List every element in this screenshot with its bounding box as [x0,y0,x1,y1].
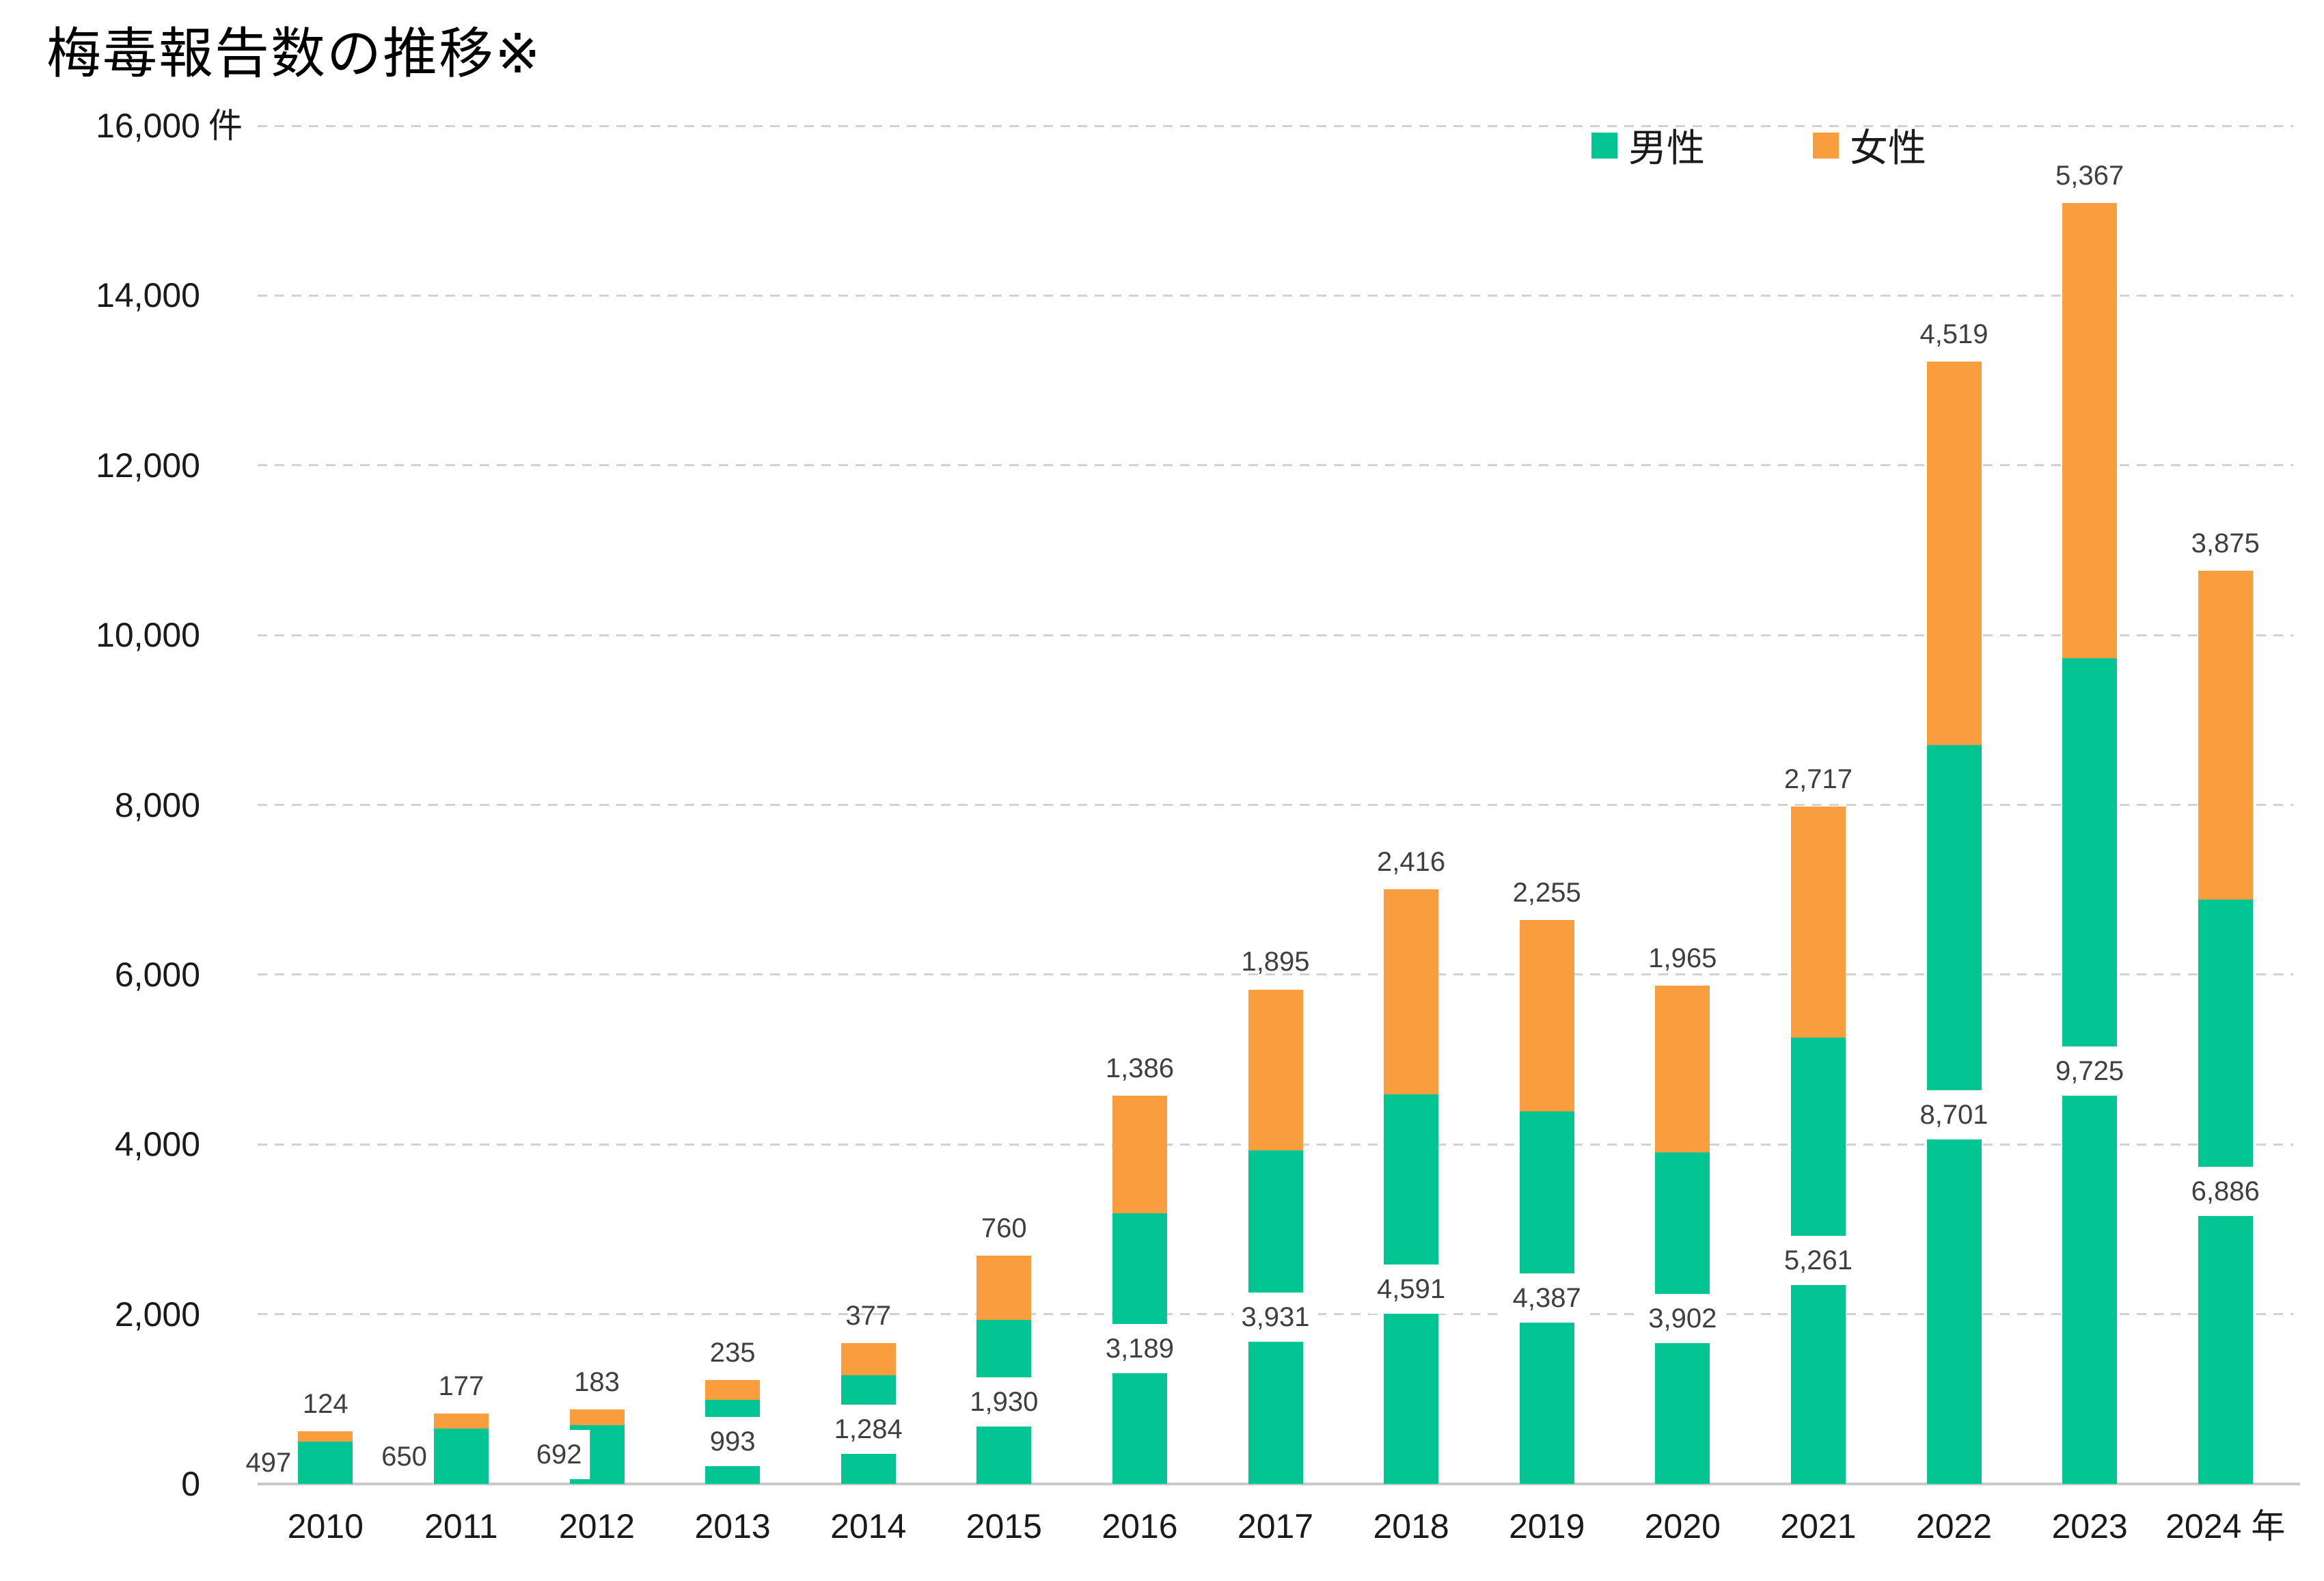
data-label-female-2020: 1,965 [1648,943,1717,974]
bar-female-2015 [976,1255,1032,1321]
data-label-female-2018: 2,416 [1377,846,1446,877]
data-label-female-2017: 1,895 [1241,947,1310,977]
h-gridline-16000 [258,124,2293,127]
y-axis: 0 2,000 4,000 6,000 8,000 10,000 12,000 14,000 1… [0,107,243,1503]
data-label-female-2021: 2,717 [1783,764,1853,795]
bar-male-2011 [433,1429,489,1484]
data-label-female-2024: 3,875 [2191,528,2260,558]
x-axis-label-2012: 2012 [558,1507,635,1545]
data-label-male-2013: 993 [701,1417,764,1467]
x-axis-label-2011: 2011 [424,1507,498,1545]
data-label-male-2020: 3,902 [1640,1293,1725,1343]
data-label-male-2011: 650 [381,1441,427,1472]
data-label-female-2011: 177 [438,1371,484,1402]
bar-female-2014 [840,1342,896,1375]
data-label-male-2015: 1,930 [961,1377,1047,1427]
legend-item-female: 女性 [1813,118,1926,173]
bar-female-2023 [2062,202,2118,659]
x-axis-label-2016: 2016 [1102,1507,1178,1545]
y-axis-tick-label: 6,000 [114,955,200,994]
x-axis-label-2013: 2013 [694,1507,771,1545]
x-axis-label-2022: 2022 [1915,1507,1993,1545]
x-axis-label-2023: 2023 [2051,1507,2128,1545]
bar-female-2017 [1248,989,1303,1150]
legend-label-male: 男性 [1628,126,1705,170]
x-axis-label-2019: 2019 [1509,1507,1585,1545]
data-label-male-2019: 4,387 [1504,1273,1589,1323]
y-axis-tick-label: 12,000 [96,446,200,485]
data-label-male-2010: 497 [245,1448,292,1478]
plot-area: 124 497 2010 177 650 2011 183 692 2012 235 993 2013… [246,124,2300,1545]
data-label-male-2021: 5,261 [1775,1236,1861,1286]
data-label-male-2022: 8,701 [1911,1090,1997,1139]
bar-female-2010 [298,1431,353,1442]
bar-female-2019 [1519,920,1574,1112]
data-label-male-2012: 692 [528,1430,590,1480]
data-label-male-2017: 3,931 [1233,1292,1318,1342]
y-axis-unit-label: 件 [208,107,243,145]
bar-female-2012 [569,1409,625,1426]
y-axis-tick-label: 0 [181,1465,200,1503]
y-axis-tick-label: 2,000 [114,1295,200,1334]
bar-female-2020 [1655,986,1710,1153]
y-axis-tick-label: 4,000 [114,1125,200,1164]
bar-female-2022 [1926,362,1982,746]
x-axis-label-2017: 2017 [1237,1507,1314,1545]
chart-title: 梅毒報告数の推移※ [46,23,543,84]
data-label-female-2014: 377 [845,1300,892,1331]
y-axis-tick-label: 16,000 件 [96,107,243,145]
y-axis-tick-label: 14,000 [96,276,200,315]
bar-male-2010 [298,1442,353,1484]
data-label-male-2024: 6,886 [2183,1167,2268,1217]
h-gridline-14000 [258,294,2293,297]
data-label-female-2022: 4,519 [1919,319,1988,350]
data-label-male-2014: 1,284 [825,1405,911,1455]
h-gridline-10000 [258,634,2293,636]
x-axis-line [258,1483,2300,1485]
data-label-female-2013: 235 [709,1337,756,1368]
bar-female-2018 [1384,889,1439,1094]
data-label-male-2023: 9,725 [2047,1046,2133,1096]
data-label-male-2018: 4,591 [1369,1264,1454,1314]
x-axis-label-2021: 2021 [1780,1507,1857,1545]
legend-item-male: 男性 [1591,118,1705,173]
h-gridline-8000 [258,804,2293,806]
data-label-female-2012: 183 [574,1367,620,1398]
h-gridline-12000 [258,464,2293,467]
x-axis-label-2024: 2024 年 [2165,1507,2286,1545]
data-label-female-2023: 5,367 [2055,160,2124,191]
legend-label-female: 女性 [1850,126,1926,170]
x-axis-label-2010: 2010 [287,1507,364,1545]
bar-female-2021 [1790,807,1846,1038]
bar-female-2016 [1112,1095,1167,1213]
x-axis-label-2014: 2014 [830,1507,907,1545]
data-label-female-2016: 1,386 [1105,1053,1174,1083]
x-axis-label-2020: 2020 [1644,1507,1721,1545]
data-label-female-2019: 2,255 [1512,878,1581,908]
male-color-swatch [1591,132,1617,159]
data-label-female-2010: 124 [302,1388,348,1419]
female-color-swatch [1813,132,1839,159]
y-axis-tick-label: 8,000 [114,785,200,824]
x-axis-label-2015: 2015 [966,1507,1042,1545]
y-axis-tick-label: 10,000 [96,616,200,655]
data-label-female-2015: 760 [981,1213,1027,1243]
bar-female-2011 [433,1414,489,1429]
h-gridline-6000 [258,973,2293,976]
bar-female-2013 [705,1379,761,1400]
bar-female-2024 [2198,570,2253,900]
data-label-male-2016: 3,189 [1097,1323,1182,1373]
x-axis-label-2018: 2018 [1373,1507,1449,1545]
